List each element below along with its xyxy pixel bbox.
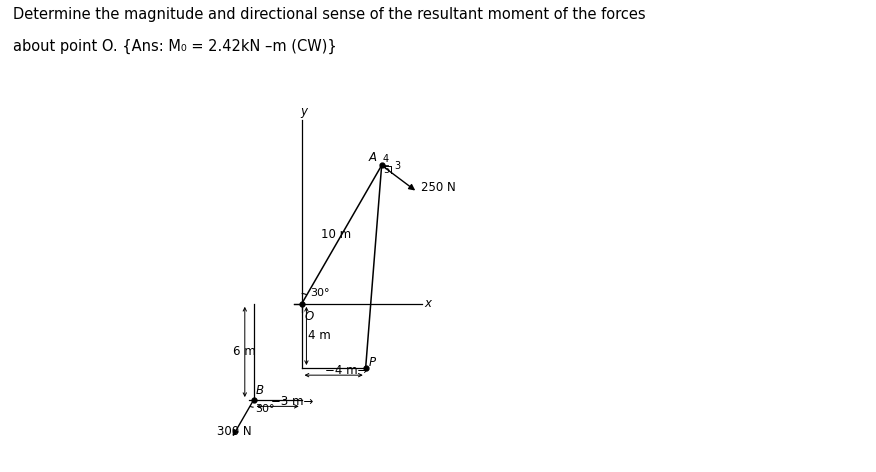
Text: −4 m→: −4 m→ bbox=[325, 364, 367, 377]
Text: Determine the magnitude and directional sense of the resultant moment of the for: Determine the magnitude and directional … bbox=[13, 7, 646, 22]
Text: P: P bbox=[369, 355, 376, 369]
Text: 5: 5 bbox=[383, 165, 389, 175]
Text: x: x bbox=[424, 297, 431, 311]
Text: 4: 4 bbox=[383, 154, 389, 164]
Text: 6 m: 6 m bbox=[233, 346, 256, 358]
Text: y: y bbox=[300, 105, 307, 118]
Text: 300 N: 300 N bbox=[216, 425, 251, 438]
Text: 4 m: 4 m bbox=[307, 329, 330, 343]
Text: 250 N: 250 N bbox=[420, 181, 456, 194]
Text: 10 m: 10 m bbox=[321, 228, 351, 241]
Text: 3: 3 bbox=[395, 161, 401, 171]
Text: A: A bbox=[369, 152, 377, 164]
Text: B: B bbox=[255, 384, 263, 397]
Text: −3 m→: −3 m→ bbox=[272, 395, 314, 408]
Text: 30°: 30° bbox=[310, 287, 329, 298]
Text: O: O bbox=[305, 310, 314, 323]
Text: about point O. {Ans: M₀ = 2.42kN –m (CW)}: about point O. {Ans: M₀ = 2.42kN –m (CW)… bbox=[13, 39, 337, 54]
Text: 30°: 30° bbox=[256, 405, 275, 414]
